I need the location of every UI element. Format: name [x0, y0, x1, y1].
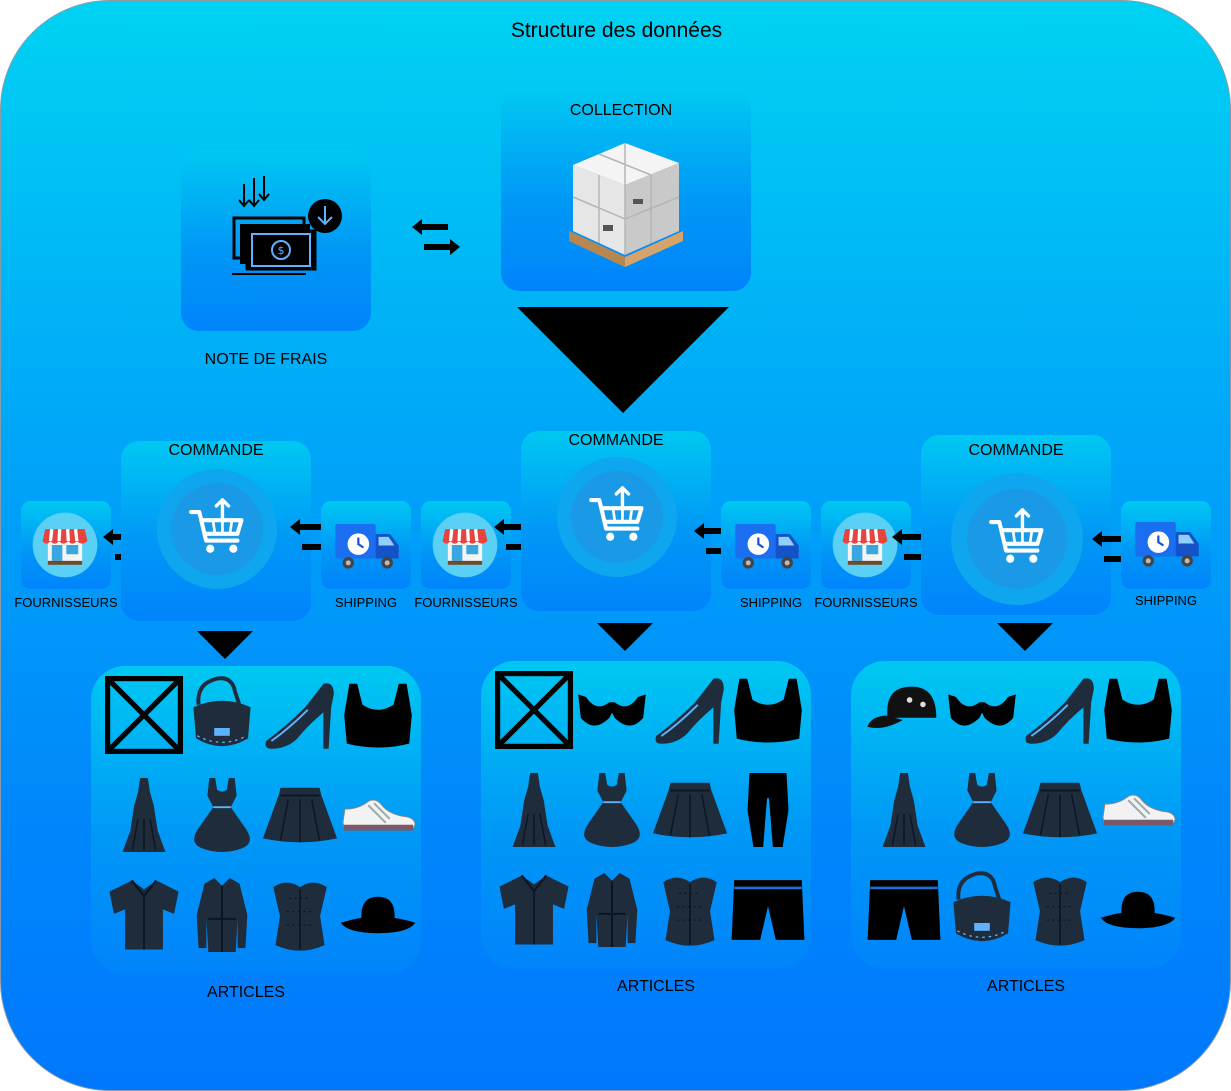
shirt-icon — [105, 876, 183, 954]
cart-upload-icon — [983, 503, 1051, 571]
high-heel-icon — [261, 676, 339, 754]
shorts-icon — [729, 871, 807, 949]
fournisseurs-box-1[interactable] — [21, 501, 111, 589]
commande-box-3[interactable]: COMMANDE — [921, 435, 1111, 615]
shipping-label-3: SHIPPING — [1134, 593, 1198, 608]
hat-icon — [339, 876, 417, 954]
party-dress-icon — [183, 776, 261, 854]
shorts-icon — [865, 871, 943, 949]
articles-label-3: ARTICLES — [987, 978, 1065, 995]
high-heel-icon — [1021, 671, 1099, 749]
shipping-box-1[interactable] — [321, 501, 411, 589]
note-de-frais-box[interactable]: $ — [181, 151, 371, 331]
articles-box-2[interactable] — [481, 661, 811, 969]
handbag-icon — [183, 676, 261, 754]
cart-upload-icon — [183, 493, 251, 561]
commande-label-2: COMMANDE — [568, 432, 664, 449]
party-dress-icon — [943, 771, 1021, 849]
bidirectional-arrow-icon — [405, 217, 467, 257]
corset-icon — [1021, 871, 1099, 949]
fournisseurs-label-3: FOURNISSEURS — [814, 595, 918, 610]
coat-icon — [183, 876, 261, 954]
pallet-boxes-icon — [569, 143, 683, 267]
hierarchy-arrow — [997, 623, 1053, 651]
placeholder-crossed-box-icon — [495, 671, 573, 749]
fournisseurs-label-2: FOURNISSEURS — [414, 595, 518, 610]
hat-icon — [1099, 871, 1177, 949]
collection-label: COLLECTION — [569, 102, 673, 119]
sneaker-icon — [339, 776, 417, 854]
high-heel-icon — [651, 671, 729, 749]
fournisseurs-box-3[interactable] — [821, 501, 911, 589]
cap-icon — [865, 671, 943, 749]
handbag-icon — [943, 871, 1021, 949]
commande-box-2[interactable]: COMMANDE — [521, 431, 711, 611]
shipping-label-2: SHIPPING — [739, 595, 803, 610]
hierarchy-arrow — [517, 307, 729, 413]
crop-top-icon — [729, 671, 807, 749]
shirt-icon — [495, 871, 573, 949]
fournisseurs-label-1: FOURNISSEURS — [14, 595, 118, 610]
svg-text:$: $ — [278, 244, 285, 257]
pleated-skirt-icon — [1021, 771, 1099, 849]
shop-icon — [32, 512, 98, 578]
note-de-frais-label: NOTE DE FRAIS — [204, 351, 328, 368]
delivery-truck-icon — [331, 517, 403, 577]
articles-box-1[interactable] — [91, 666, 421, 974]
shipping-label-1: SHIPPING — [334, 595, 398, 610]
collection-box[interactable]: COLLECTION — [501, 91, 751, 291]
money-download-icon: $ — [232, 176, 342, 275]
hierarchy-arrow — [197, 631, 253, 659]
delivery-truck-icon — [1131, 515, 1203, 575]
shipping-box-3[interactable] — [1121, 501, 1211, 589]
commande-label-1: COMMANDE — [168, 442, 264, 459]
bra-icon — [943, 671, 1021, 749]
crop-top-icon — [339, 676, 417, 754]
articles-box-3[interactable] — [851, 661, 1181, 969]
pleated-skirt-icon — [261, 776, 339, 854]
commande-label-3: COMMANDE — [968, 442, 1064, 459]
crop-top-icon — [1099, 671, 1177, 749]
placeholder-crossed-box-icon — [105, 676, 183, 754]
delivery-truck-icon — [731, 517, 803, 577]
sneaker-icon — [1099, 771, 1177, 849]
commande-box-1[interactable]: COMMANDE — [121, 441, 311, 621]
cart-upload-icon — [583, 481, 651, 549]
party-dress-icon — [573, 771, 651, 849]
long-dress-icon — [495, 771, 573, 849]
fournisseurs-box-2[interactable] — [421, 501, 511, 589]
corset-icon — [651, 871, 729, 949]
long-dress-icon — [105, 776, 183, 854]
corset-icon — [261, 876, 339, 954]
coat-icon — [573, 871, 651, 949]
long-dress-icon — [865, 771, 943, 849]
articles-label-1: ARTICLES — [207, 984, 285, 1001]
articles-label-2: ARTICLES — [617, 978, 695, 995]
pleated-skirt-icon — [651, 771, 729, 849]
shipping-box-2[interactable] — [721, 501, 811, 589]
trousers-icon — [729, 771, 807, 849]
diagram-title: Structure des données — [510, 19, 723, 42]
bra-icon — [573, 671, 651, 749]
hierarchy-arrow — [597, 623, 653, 651]
